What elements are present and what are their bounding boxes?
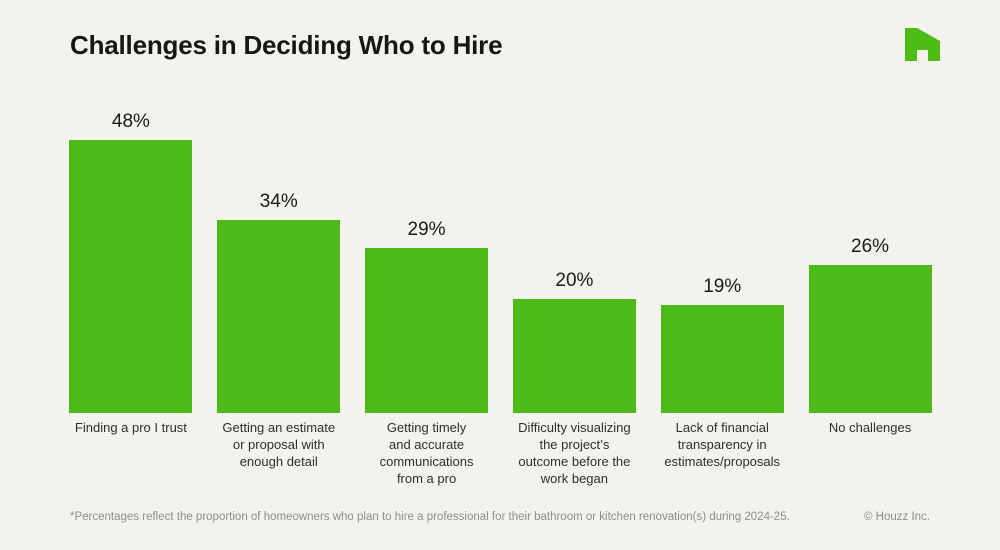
houzz-logo-icon	[905, 28, 940, 61]
bar	[512, 299, 636, 413]
bar-column: 29%	[353, 105, 501, 413]
bar	[660, 305, 784, 413]
bar-column: 19%	[648, 105, 796, 413]
bar-value-label: 26%	[851, 236, 890, 257]
bar	[69, 140, 193, 413]
category-label: No challenges	[828, 420, 912, 435]
bar-value-label: 19%	[703, 276, 742, 297]
bar-value-label: 48%	[111, 111, 150, 132]
bar	[217, 220, 341, 413]
category-label: Finding a pro I trust	[74, 420, 187, 435]
bar-column: 34%	[205, 105, 353, 413]
page-title: Challenges in Deciding Who to Hire	[70, 30, 503, 60]
copyright-text: © Houzz Inc.	[864, 511, 930, 523]
bar-column: 20%	[500, 105, 648, 413]
category-label: Getting timely and accurate communications…	[379, 420, 474, 486]
bar-value-label: 34%	[259, 191, 298, 212]
bar-column: 26%	[796, 105, 944, 413]
bar-value-label: 29%	[407, 219, 446, 240]
bar-column: 48%	[57, 105, 205, 413]
category-labels: Finding a pro I trust Getting an estimate…	[57, 419, 944, 487]
bar	[808, 265, 932, 413]
footnote-text: *Percentages reflect the proportion of h…	[70, 511, 790, 523]
category-label: Lack of financial transparency in estimate…	[664, 420, 781, 469]
bar-value-label: 20%	[555, 270, 594, 291]
bar	[365, 248, 489, 413]
category-label: Getting an estimate or proposal with enoug…	[222, 420, 336, 469]
bar-chart: 48% 34% 29% 20% 19% 26%	[57, 105, 944, 413]
category-label: Difficulty visualizing the project’s outco…	[518, 420, 631, 486]
